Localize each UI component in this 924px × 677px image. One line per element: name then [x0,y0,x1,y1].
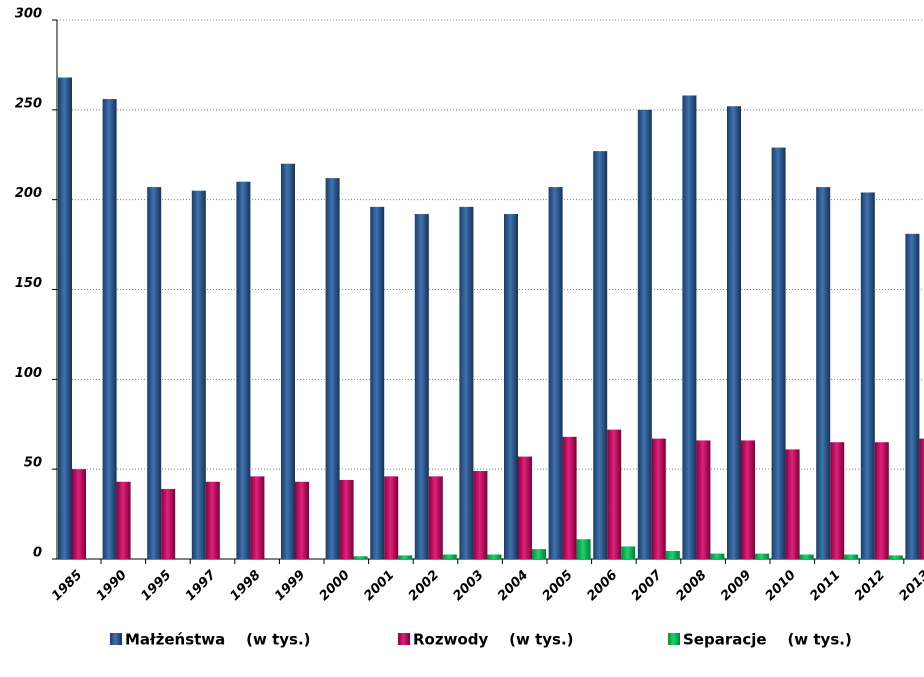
bar [696,440,711,559]
x-tick-label: 2000 [317,568,353,604]
x-tick-label: 2010 [763,568,799,604]
x-tick-label: 2006 [584,568,620,604]
bar [414,214,429,560]
bar [682,95,697,560]
bar [442,554,457,559]
x-tick-label: 1998 [228,568,264,604]
bar [147,187,162,559]
bar [353,556,368,559]
bar [741,440,755,559]
bar [504,214,518,560]
bar [919,438,924,559]
bar [727,106,741,560]
bar [191,190,206,559]
x-tick-label: 2005 [540,568,576,604]
x-tick-label: 2008 [674,568,710,604]
x-tick-label: 2007 [629,567,666,604]
bar [102,99,117,559]
bar [785,449,800,559]
x-tick-label: 1997 [183,567,220,604]
bar [548,187,563,559]
y-tick-label: 150 [15,276,42,291]
bar [250,476,265,559]
y-tick-label: 100 [15,366,42,381]
bar [651,438,666,559]
x-tick-label: 1999 [272,568,308,604]
bar [621,546,636,559]
bar [576,539,591,559]
bar [607,429,622,559]
bar [459,206,474,559]
bar [844,554,859,559]
bar [593,151,608,559]
x-tick-label: 2011 [807,568,843,604]
bar [799,554,814,559]
bar [281,163,295,559]
bar [339,479,354,559]
bar [428,476,443,559]
bar [398,555,413,559]
bar [72,469,86,559]
bar [874,442,889,559]
y-tick-label: 0 [33,546,42,561]
x-tick-label: 1995 [138,568,174,604]
x-tick-label: 1990 [94,568,130,604]
bar [771,147,786,559]
bar [487,554,502,559]
legend-swatch [110,633,122,645]
y-tick-label: 250 [15,96,42,111]
x-tick-label: 2012 [852,568,888,604]
bar [518,456,532,559]
x-tick-label: 1985 [49,568,85,604]
bar [236,181,251,559]
bar [905,233,920,559]
bar [637,109,652,559]
bar [295,481,309,559]
bar [384,476,399,559]
bar [473,470,488,559]
bar [755,553,769,559]
y-tick-label: 200 [15,186,42,201]
bar [325,178,340,559]
bar [116,481,131,559]
legend-label: Rozwody (w tys.) [413,631,574,649]
bar [161,488,176,559]
y-tick-label: 50 [24,456,42,471]
legend-label: Separacje (w tys.) [683,631,852,649]
bar [562,436,577,559]
bar [860,192,875,560]
legend-swatch [668,633,680,645]
x-tick-label: 2003 [451,568,487,604]
bar [58,77,72,559]
bar [205,481,220,559]
y-tick-label: 300 [15,7,42,22]
legend-swatch [398,633,410,645]
bar [665,550,680,559]
x-tick-label: 2013 [897,568,924,604]
bar [710,553,725,559]
x-tick-label: 2009 [718,568,754,604]
bar [816,187,831,559]
x-tick-label: 2004 [495,568,531,604]
x-tick-label: 2001 [361,568,397,604]
x-tick-label: 2002 [406,568,442,604]
legend-label: Małżeństwa (w tys.) [125,631,311,649]
bar [532,549,546,559]
bar [830,442,845,559]
bar [370,206,385,559]
bar [888,555,903,559]
